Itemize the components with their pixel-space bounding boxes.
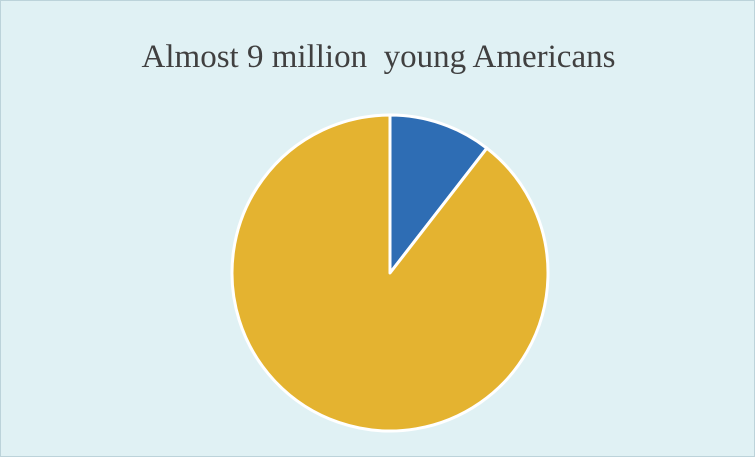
pie-slice-1 — [388, 113, 489, 275]
chart-title: Almost 9 million young Americans — [141, 39, 616, 75]
pie-slice-2 — [230, 113, 550, 433]
